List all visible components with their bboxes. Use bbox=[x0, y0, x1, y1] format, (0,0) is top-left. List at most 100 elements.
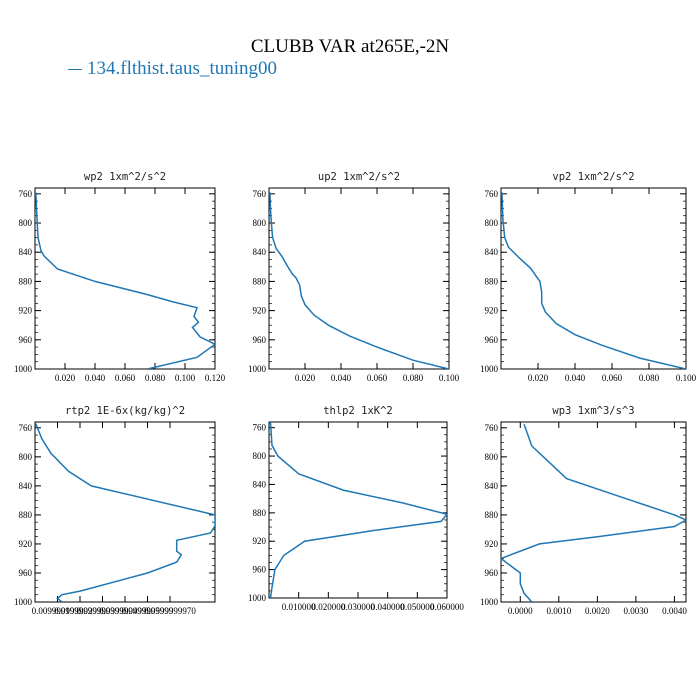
subplot-4: rtp2 1E-6x(kg/kg)^2 760 800 840 880 920 960 100… bbox=[14, 405, 216, 616]
y-tick-label: 920 bbox=[485, 306, 499, 316]
x-tick-label: 0.100 bbox=[175, 373, 196, 383]
y-tick-label: 800 bbox=[19, 452, 33, 462]
y-tick-label: 920 bbox=[253, 306, 267, 316]
series-line bbox=[35, 192, 215, 369]
plot-frame bbox=[34, 421, 216, 603]
y-tick-label: 1000 bbox=[14, 364, 33, 374]
subplot-title: up2 1xm^2/s^2 bbox=[318, 171, 400, 183]
x-tick-label: 0.020 bbox=[295, 373, 316, 383]
subplot-title: wp3 1xm^3/s^3 bbox=[552, 405, 634, 417]
y-tick-label: 760 bbox=[253, 189, 267, 199]
y-tick-label: 960 bbox=[485, 335, 499, 345]
subplot-2: up2 1xm^2/s^2 760 800 840 880 920 960 1000 0.020… bbox=[248, 171, 460, 383]
chart-title: CLUBB VAR at265E,-2N bbox=[250, 36, 450, 57]
y-tick-label: 800 bbox=[253, 451, 267, 461]
y-tick-label: 880 bbox=[19, 276, 33, 286]
x-tick-label: 0.030000 bbox=[341, 602, 375, 612]
series-line bbox=[269, 422, 447, 598]
y-tick-label: 760 bbox=[485, 189, 499, 199]
series-line bbox=[501, 192, 686, 369]
y-tick-label: 920 bbox=[485, 539, 499, 549]
x-tick-label: 0.100 bbox=[439, 373, 460, 383]
x-tick-label: 0.020000 bbox=[311, 602, 345, 612]
y-tick-label: 1000 bbox=[480, 364, 499, 374]
x-tick-label: 0.100 bbox=[676, 373, 697, 383]
y-tick-label: 1000 bbox=[248, 364, 267, 374]
x-tick-label: 0.050000 bbox=[400, 602, 434, 612]
x-tick-label: 0.060 bbox=[367, 373, 388, 383]
y-tick-label: 840 bbox=[19, 481, 33, 491]
legend: 134.flthist.taus_tuning00 bbox=[68, 58, 277, 80]
x-tick-label: 0.0499999999 bbox=[122, 606, 174, 616]
y-tick-label: 800 bbox=[19, 218, 33, 228]
x-tick-label: 0.0399999999 bbox=[99, 606, 151, 616]
series-line bbox=[35, 422, 215, 602]
series-line bbox=[269, 192, 449, 369]
x-tick-label: 0.0599999970 bbox=[144, 606, 196, 616]
y-tick-label: 920 bbox=[253, 536, 267, 546]
y-tick-label: 880 bbox=[19, 510, 33, 520]
subplot-3: vp2 1xm^2/s^2 760 800 840 880 920 960 1000 0.020… bbox=[480, 171, 697, 383]
x-tick-label: 0.040 bbox=[565, 373, 586, 383]
series-line bbox=[501, 423, 686, 602]
plot-frame bbox=[500, 421, 687, 603]
x-tick-label: 0.0020 bbox=[585, 606, 610, 616]
y-tick-label: 1000 bbox=[480, 597, 499, 607]
subplot-title: vp2 1xm^2/s^2 bbox=[552, 171, 634, 183]
plot-frame bbox=[268, 421, 448, 599]
y-tick-label: 960 bbox=[253, 335, 267, 345]
y-tick-label: 840 bbox=[485, 247, 499, 257]
x-tick-label: 0.0010 bbox=[546, 606, 571, 616]
y-tick-label: 800 bbox=[253, 218, 267, 228]
subplot-5: thlp2 1xK^2 760 800 840 880 920 960 1000 0.01000… bbox=[248, 405, 464, 612]
plot-frame bbox=[268, 187, 450, 370]
subplot-title: thlp2 1xK^2 bbox=[323, 405, 393, 417]
x-tick-label: 0.0199999999 bbox=[54, 606, 106, 616]
y-tick-label: 880 bbox=[485, 276, 499, 286]
y-tick-label: 960 bbox=[485, 568, 499, 578]
y-tick-label: 960 bbox=[19, 568, 33, 578]
x-tick-label: 0.0099999999 bbox=[32, 606, 84, 616]
x-tick-label: 0.010000 bbox=[282, 602, 316, 612]
x-tick-label: 0.080 bbox=[639, 373, 660, 383]
y-tick-label: 840 bbox=[253, 479, 267, 489]
x-tick-label: 0.060 bbox=[602, 373, 623, 383]
y-tick-label: 760 bbox=[19, 189, 33, 199]
y-tick-label: 760 bbox=[253, 423, 267, 433]
x-tick-label: 0.0030 bbox=[624, 606, 649, 616]
y-tick-label: 920 bbox=[19, 306, 33, 316]
x-tick-label: 0.0000 bbox=[508, 606, 533, 616]
legend-label: 134.flthist.taus_tuning00 bbox=[87, 58, 277, 79]
y-tick-label: 840 bbox=[485, 481, 499, 491]
subplot-1: wp2 1xm^2/s^2 760 800 840 880 920 960 1000 0.020… bbox=[14, 171, 226, 383]
y-tick-label: 1000 bbox=[14, 597, 33, 607]
x-tick-label: 0.060 bbox=[115, 373, 136, 383]
x-tick-label: 0.0040 bbox=[662, 606, 687, 616]
y-tick-label: 800 bbox=[485, 452, 499, 462]
plot-frame bbox=[34, 187, 216, 370]
plot-frame bbox=[500, 187, 687, 370]
x-tick-label: 0.080 bbox=[145, 373, 166, 383]
x-tick-label: 0.040 bbox=[331, 373, 352, 383]
x-tick-label: 0.040 bbox=[85, 373, 106, 383]
y-tick-label: 800 bbox=[485, 218, 499, 228]
y-tick-label: 840 bbox=[253, 247, 267, 257]
legend-swatch bbox=[68, 69, 82, 71]
x-tick-label: 0.020 bbox=[55, 373, 76, 383]
y-tick-label: 880 bbox=[253, 508, 267, 518]
subplot-title: rtp2 1E-6x(kg/kg)^2 bbox=[65, 405, 185, 417]
subplot-6: wp3 1xm^3/s^3 760 800 840 880 920 960 1000 0.000… bbox=[480, 405, 687, 616]
y-tick-label: 840 bbox=[19, 247, 33, 257]
y-tick-label: 960 bbox=[19, 335, 33, 345]
y-tick-label: 920 bbox=[19, 539, 33, 549]
subplot-title: wp2 1xm^2/s^2 bbox=[84, 171, 166, 183]
y-tick-label: 760 bbox=[19, 423, 33, 433]
x-tick-label: 0.0299999999 bbox=[77, 606, 129, 616]
y-tick-label: 880 bbox=[485, 510, 499, 520]
x-tick-label: 0.120 bbox=[205, 373, 226, 383]
y-tick-label: 960 bbox=[253, 565, 267, 575]
x-tick-label: 0.040000 bbox=[371, 602, 405, 612]
x-tick-label: 0.080 bbox=[403, 373, 424, 383]
x-tick-label: 0.020 bbox=[528, 373, 549, 383]
